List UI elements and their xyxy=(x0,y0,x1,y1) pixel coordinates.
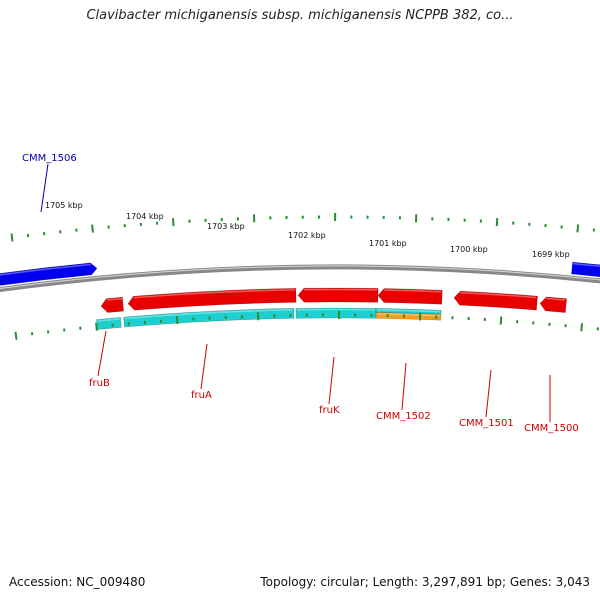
gene-label-fruB[interactable]: fruB xyxy=(89,378,110,389)
inner-major-tick xyxy=(499,316,503,325)
kbp-label: 1704 kbp xyxy=(126,212,164,221)
leader-line-fruA xyxy=(200,343,208,390)
inner-major-tick xyxy=(14,331,18,340)
outer-major-tick xyxy=(171,218,175,227)
cds-fruA-highlight xyxy=(124,309,294,320)
cds-CMM_1502-orange-highlight xyxy=(376,313,441,317)
gene-CMM_1500 xyxy=(539,296,567,313)
kbp-label: 1705 kbp xyxy=(45,201,83,210)
gene-CMM_1506-highlight xyxy=(0,263,92,276)
genome-backbone xyxy=(0,264,600,293)
gene-right-edge-forward-highlight xyxy=(572,262,600,268)
cds-CMM_1502-orange xyxy=(375,312,442,321)
gene-label-fruA[interactable]: fruA xyxy=(191,390,212,401)
leader-line-CMM_1506 xyxy=(40,163,49,213)
map-title: Clavibacter michiganensis subsp. michiga… xyxy=(86,8,514,23)
inner-major-tick xyxy=(95,322,98,331)
outer-major-tick xyxy=(576,224,580,233)
inner-major-tick xyxy=(580,323,584,332)
cds-fruB xyxy=(96,317,122,330)
gene-CMM_1500-highlight xyxy=(545,297,566,301)
outer-major-tick xyxy=(495,217,499,227)
genome-info-label: Topology: circular; Length: 3,297,891 bp… xyxy=(260,575,590,589)
gene-CMM_1502 xyxy=(377,288,443,305)
gene-label-fruK[interactable]: fruK xyxy=(319,405,340,416)
leader-line-CMM_1502 xyxy=(401,362,407,411)
gene-labels: CMM_1506 fruB fruA fruK CMM_1502 CMM_1501 CMM_… xyxy=(22,153,579,434)
kbp-label: 1701 kbp xyxy=(369,239,407,248)
gene-layer xyxy=(0,261,600,330)
genome-backbone-highlight xyxy=(0,265,600,290)
cds-CMM_1502-cyan-highlight xyxy=(376,309,441,313)
gene-CMM_1501 xyxy=(453,290,538,311)
kbp-labels: 1705 kbp 1704 kbp 1703 kbp 1702 kbp 1701 kbp… xyxy=(45,201,570,259)
gene-fruB-highlight xyxy=(106,297,123,301)
kbp-label: 1700 kbp xyxy=(450,245,488,254)
outer-major-tick xyxy=(91,224,94,233)
kbp-label: 1702 kbp xyxy=(288,231,326,240)
inner-major-tick xyxy=(175,316,179,325)
gene-fruB xyxy=(100,296,124,313)
accession-label: Accession: NC_009480 xyxy=(9,575,146,589)
kbp-label: 1699 kbp xyxy=(532,250,570,259)
gene-right-edge-forward xyxy=(571,261,600,278)
gene-CMM_1501-highlight xyxy=(459,291,537,299)
leader-line-fruK xyxy=(328,356,335,405)
cds-fruB-highlight xyxy=(97,318,121,322)
gene-label-CMM_1501[interactable]: CMM_1501 xyxy=(459,418,514,429)
leader-line-fruB xyxy=(97,330,107,377)
backbone-layer xyxy=(0,264,600,293)
outer-scale-ticks xyxy=(10,212,596,242)
gene-CMM_1502-highlight xyxy=(383,289,442,293)
outer-major-tick xyxy=(10,233,14,242)
leader-line-CMM_1501 xyxy=(485,369,492,418)
kbp-label: 1703 kbp xyxy=(207,222,245,231)
cds-CMM_1502-cyan xyxy=(375,308,442,315)
gene-fruA-highlight xyxy=(133,289,296,299)
gene-CMM_1506 xyxy=(0,262,98,286)
inner-scale-ticks xyxy=(14,311,599,340)
gene-label-CMM_1502[interactable]: CMM_1502 xyxy=(376,411,431,422)
gene-label-CMM_1506[interactable]: CMM_1506 xyxy=(22,153,77,164)
gene-label-CMM_1500[interactable]: CMM_1500 xyxy=(524,423,579,434)
gene-fruA xyxy=(127,288,297,311)
gene-fruK xyxy=(297,287,379,303)
